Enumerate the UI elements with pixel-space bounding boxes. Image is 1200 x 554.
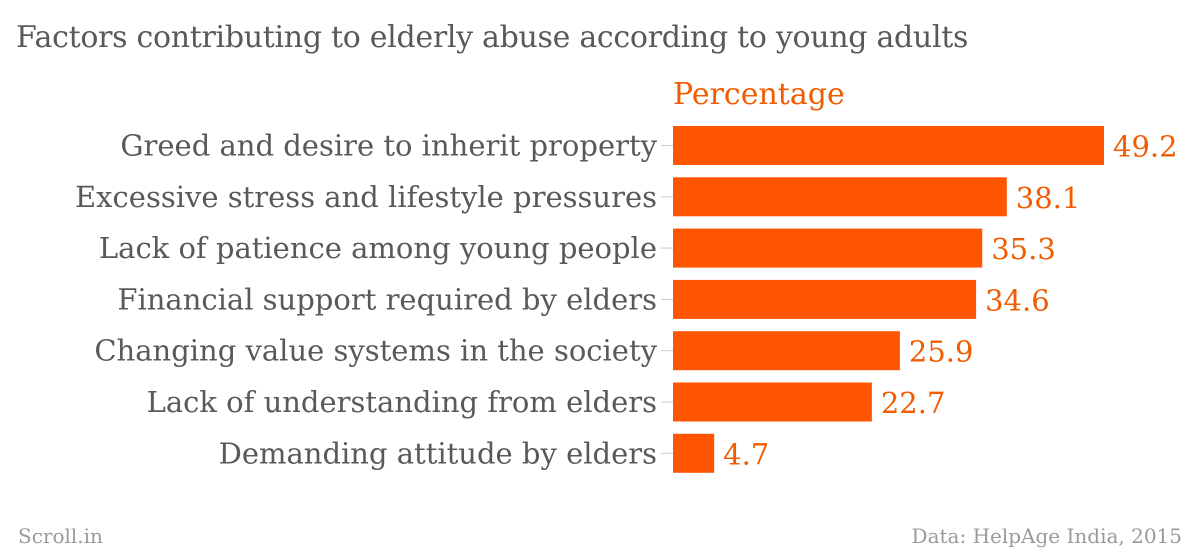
value-label: 34.6 [985, 283, 1050, 317]
value-label: 38.1 [1016, 181, 1081, 215]
value-label: 35.3 [991, 232, 1056, 266]
bar [673, 228, 983, 268]
bar [673, 126, 1104, 165]
value-label: 25.9 [909, 335, 974, 369]
category-label: Changing value systems in the society [94, 334, 657, 368]
series-label: Percentage [673, 77, 845, 112]
bar [673, 331, 900, 371]
data-source: Data: HelpAge India, 2015 [911, 524, 1182, 548]
value-label: 4.7 [723, 437, 769, 471]
category-label: Lack of understanding from elders [147, 385, 657, 419]
value-label: 49.2 [1113, 130, 1178, 164]
bar [673, 177, 1007, 217]
value-label: 22.7 [881, 386, 946, 420]
bar [673, 433, 715, 473]
chart-title: Factors contributing to elderly abuse ac… [16, 20, 969, 55]
category-label: Excessive stress and lifestyle pressures [75, 180, 657, 214]
bars-group: Greed and desire to inherit property 49.2… [75, 126, 1178, 473]
category-label: Lack of patience among young people [99, 231, 657, 265]
category-label: Greed and desire to inherit property [120, 129, 657, 163]
publisher-credit: Scroll.in [18, 524, 103, 548]
category-label: Financial support required by elders [117, 282, 657, 316]
category-label: Demanding attitude by elders [219, 436, 657, 470]
bar [673, 382, 872, 422]
bar [673, 279, 977, 319]
